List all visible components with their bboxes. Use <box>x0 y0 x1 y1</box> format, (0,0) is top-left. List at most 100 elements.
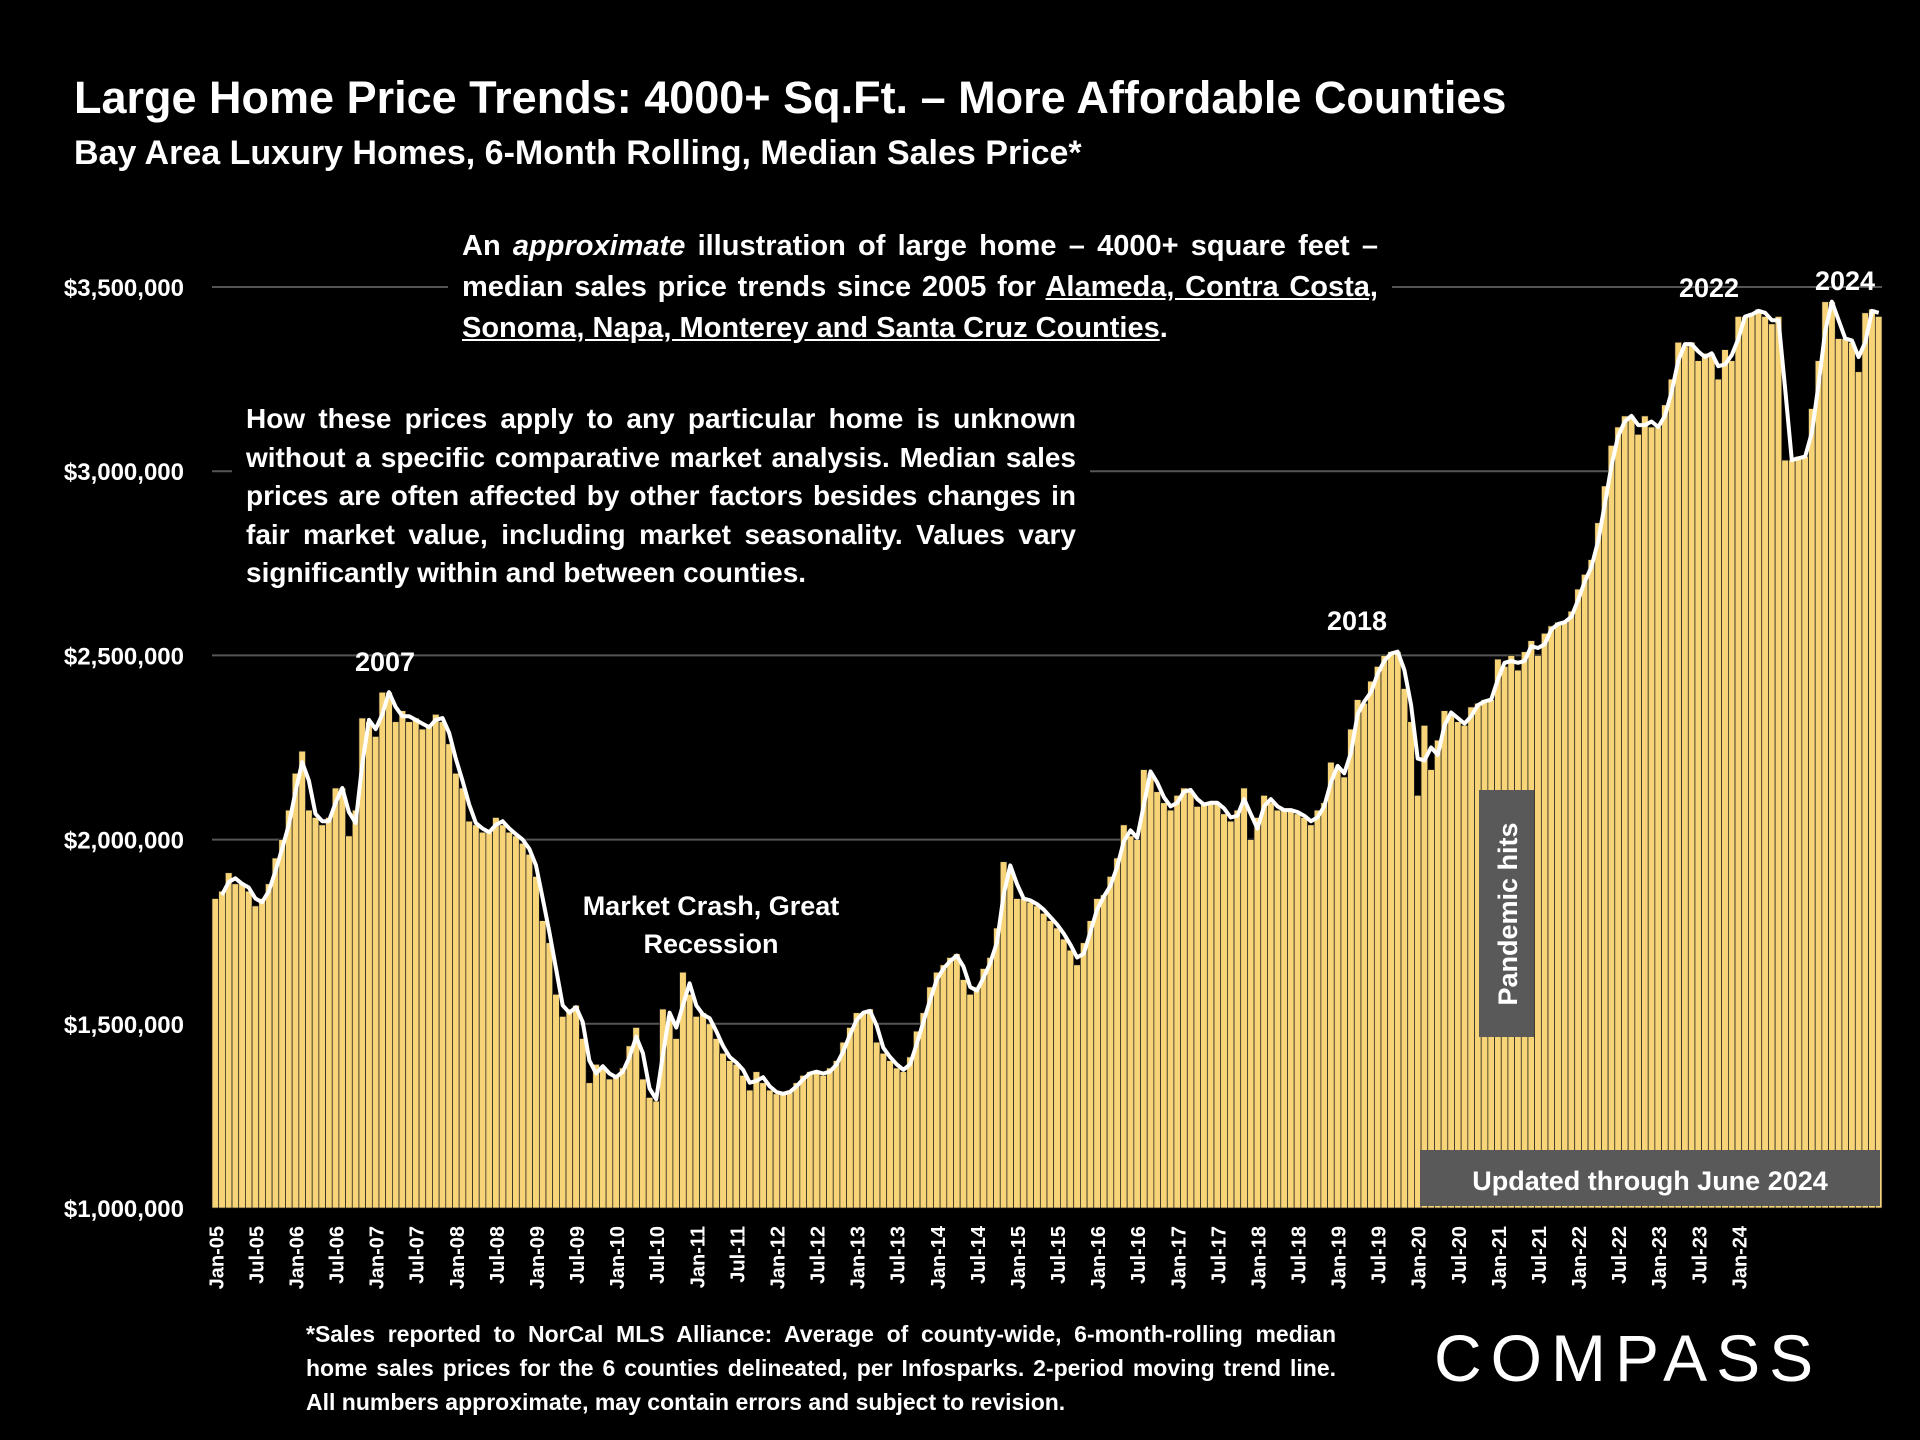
bar <box>1814 360 1823 1209</box>
bar <box>285 809 293 1209</box>
bar <box>498 824 507 1209</box>
x-tick-label: Jan-06 <box>287 1226 309 1289</box>
bar <box>1394 651 1402 1209</box>
chart-subtitle: Bay Area Luxury Homes, 6-Month Rolling, … <box>74 134 1082 172</box>
bar <box>1581 574 1589 1209</box>
bar <box>1140 769 1148 1209</box>
bar <box>579 1038 587 1209</box>
x-tick-label: Jan-20 <box>1409 1226 1431 1289</box>
bar <box>1247 839 1255 1209</box>
bar <box>265 883 273 1209</box>
bar <box>906 1056 914 1209</box>
bar <box>1707 352 1716 1209</box>
bar <box>1841 338 1849 1209</box>
label-2022: 2022 <box>1679 273 1739 303</box>
bar <box>278 839 286 1209</box>
bar <box>572 1005 580 1209</box>
bar <box>1146 772 1155 1209</box>
bar <box>565 1008 574 1209</box>
bar <box>1654 426 1662 1209</box>
x-tick-label: Jul-13 <box>888 1226 910 1284</box>
bar <box>866 1008 874 1209</box>
bar <box>872 1041 881 1209</box>
bar <box>1133 839 1141 1209</box>
x-tick-label: Jul-18 <box>1289 1226 1311 1284</box>
bar <box>365 721 373 1209</box>
bar <box>1641 415 1649 1209</box>
bar <box>1587 559 1596 1209</box>
x-tick-label: Jul-08 <box>487 1226 509 1284</box>
bar <box>1407 721 1415 1209</box>
bar <box>1220 813 1228 1209</box>
bar <box>859 1012 867 1209</box>
bar <box>672 1038 680 1209</box>
trend-line-group <box>220 299 1880 1102</box>
x-tick-label: Jul-12 <box>808 1226 830 1284</box>
bar <box>1193 806 1201 1209</box>
bar <box>973 986 981 1209</box>
bar <box>986 957 994 1209</box>
bar <box>1467 706 1475 1209</box>
x-tick-label: Jul-21 <box>1529 1226 1551 1284</box>
bar <box>1761 316 1769 1209</box>
bar <box>1828 301 1836 1209</box>
x-tick-label: Jan-09 <box>527 1226 549 1289</box>
note-part3: . <box>1159 312 1168 344</box>
bar <box>1534 655 1542 1209</box>
bar <box>1120 824 1128 1209</box>
bar <box>1186 791 1195 1209</box>
bar <box>799 1075 807 1209</box>
bar <box>545 942 554 1209</box>
bar <box>953 953 961 1209</box>
bar <box>245 890 253 1209</box>
bar <box>291 772 300 1209</box>
x-axis: Jan-05 Jul-05 Jan-06 Jul-06 Jan-07 Jul-07 Jan-… <box>206 1225 1751 1289</box>
bar <box>1227 820 1235 1209</box>
y-tick-label: $1,500,000 <box>64 1012 184 1039</box>
bar <box>1080 942 1088 1209</box>
bar <box>1320 802 1328 1209</box>
bar <box>1340 776 1348 1209</box>
x-tick-label: Jan-11 <box>687 1226 709 1288</box>
bar <box>599 1067 607 1209</box>
updated-box <box>1420 1150 1880 1206</box>
bar <box>1801 456 1809 1209</box>
bar <box>1253 817 1262 1209</box>
x-tick-label: Jan-14 <box>928 1225 950 1289</box>
x-tick-label: Jan-08 <box>447 1226 469 1289</box>
bar <box>832 1060 841 1209</box>
bar <box>645 1097 654 1209</box>
bar <box>1300 817 1308 1209</box>
bar <box>1694 360 1702 1209</box>
bar <box>632 1027 640 1209</box>
bar <box>1440 710 1449 1209</box>
bar <box>705 1023 714 1209</box>
bar <box>412 717 420 1209</box>
bar <box>311 817 320 1209</box>
bar <box>1160 802 1168 1209</box>
bar <box>1053 927 1061 1209</box>
bar <box>1460 725 1469 1209</box>
bar <box>1213 802 1222 1209</box>
bar <box>966 993 974 1209</box>
bar <box>392 721 400 1209</box>
bar <box>1794 456 1803 1209</box>
bar <box>1681 345 1689 1209</box>
bar <box>1086 920 1095 1209</box>
bar <box>1420 725 1429 1209</box>
bar <box>839 1041 847 1209</box>
bar <box>665 1016 674 1209</box>
bar <box>732 1063 741 1209</box>
bar <box>826 1067 834 1209</box>
x-tick-label: Jul-20 <box>1449 1226 1471 1284</box>
bar <box>1360 702 1368 1209</box>
bar <box>1427 769 1435 1209</box>
bar <box>1728 360 1736 1209</box>
bar <box>378 691 387 1209</box>
bar <box>1601 485 1609 1209</box>
bar <box>1614 426 1622 1209</box>
bar <box>1781 459 1789 1209</box>
bar <box>1006 868 1014 1209</box>
x-tick-label: Jan-05 <box>206 1226 228 1289</box>
